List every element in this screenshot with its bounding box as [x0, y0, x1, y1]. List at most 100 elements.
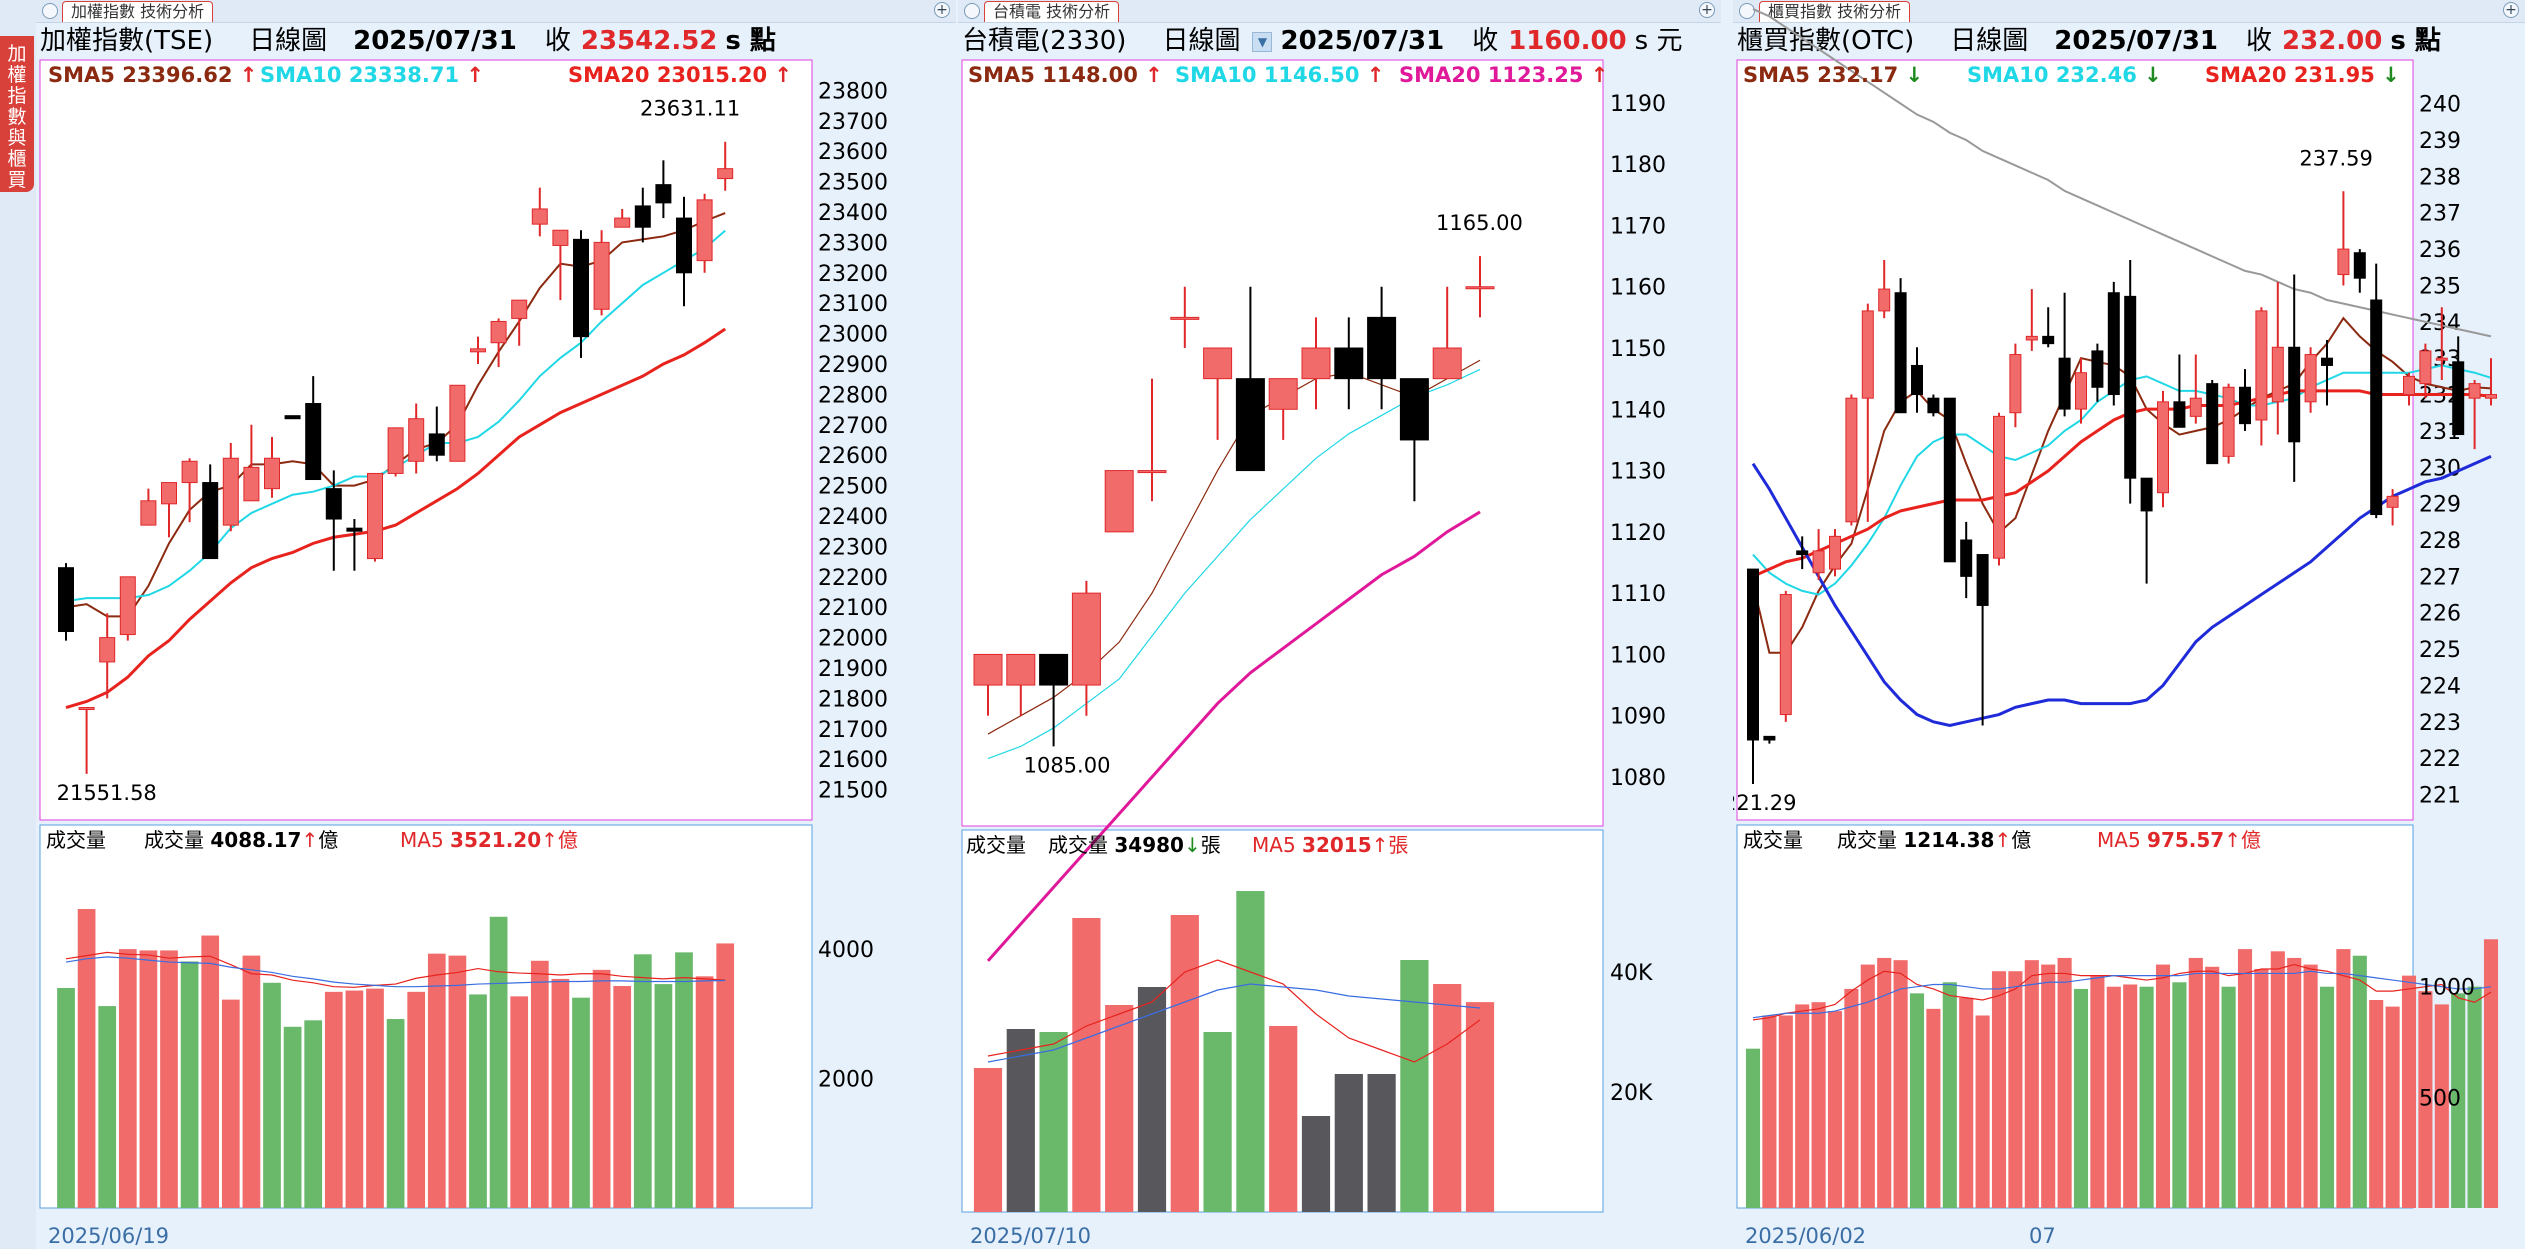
volume-bar — [139, 950, 158, 1208]
volume-legend: 成交量 成交量 4088.17↑億 MA5 3521.20↑億 — [46, 828, 578, 852]
chart-type-label[interactable]: 日線圖 — [1950, 26, 2029, 56]
y-tick-label: 23700 — [818, 110, 888, 135]
unit-label: s 點 — [2390, 26, 2441, 56]
candle-body — [2124, 295, 2137, 479]
volume-bar — [386, 1019, 405, 1208]
tab-otc-technical[interactable]: 櫃買指數 技術分析 — [1759, 1, 1911, 22]
y-tick-label: 240 — [2419, 93, 2461, 118]
volume-ma-unit: 億 — [558, 828, 578, 852]
sma-legend-sma20: SMA20 231.95 ↓ — [2205, 63, 2400, 87]
candle-body — [1878, 288, 1891, 312]
candle-body — [284, 415, 301, 420]
chart-otc[interactable]: 2212222232242252262272282292302312322332… — [1733, 0, 2525, 1249]
y-tick-label: 222 — [2419, 747, 2461, 772]
y-tick-label: 1080 — [1610, 766, 1666, 791]
arrow-up-icon: ↑ — [1994, 828, 2011, 852]
y-tick-label: 238 — [2419, 165, 2461, 190]
y-tick-label: 237 — [2419, 202, 2461, 227]
close-label: 收 — [1472, 26, 1499, 56]
volume-bar — [510, 996, 529, 1208]
sma-label: SMA5 — [968, 63, 1042, 87]
y-tick-label: 1100 — [1610, 643, 1666, 668]
sma-label: SMA20 — [1399, 63, 1488, 87]
volume-bar — [1367, 1074, 1396, 1212]
y-tick-label: 235 — [2419, 274, 2461, 299]
symbol-name[interactable]: 台積電(2330) — [962, 26, 1127, 56]
candle-body — [1465, 286, 1495, 290]
candle-body — [1845, 397, 1858, 523]
tab-tse-technical[interactable]: 加權指數 技術分析 — [62, 1, 214, 22]
volume-value: 成交量 4088.17↑億 — [144, 828, 338, 852]
volume-bar — [1795, 1004, 1810, 1208]
low-label: 221.29 — [1733, 791, 1796, 815]
candle-body — [99, 637, 116, 663]
candle-body — [1203, 347, 1233, 380]
candle-body — [696, 199, 713, 262]
calendar-icon[interactable]: ▼ — [1252, 31, 1273, 52]
dropdown-icon[interactable] — [42, 3, 58, 19]
y-tick-label: 21500 — [818, 779, 888, 804]
y-tick-label: 22600 — [818, 444, 888, 469]
volume-bar — [242, 955, 261, 1208]
symbol-name[interactable]: 櫃買指數(OTC) — [1737, 26, 1915, 56]
candle-body — [222, 457, 239, 526]
arrow-down-icon: ↓ — [1184, 833, 1201, 857]
chart-type-label[interactable]: 日線圖 — [249, 26, 328, 56]
volume-title: 成交量 — [1743, 828, 1803, 852]
sma-label: SMA5 — [48, 63, 122, 87]
close-label: 收 — [2246, 26, 2273, 56]
volume-ma-label: MA5 — [1252, 833, 1302, 857]
candle-body — [511, 299, 528, 319]
y-tick-label: 229 — [2419, 493, 2461, 518]
chart-type-label[interactable]: 日線圖 — [1162, 26, 1241, 56]
y-tick-label: 224 — [2419, 674, 2461, 699]
candle-body — [119, 576, 136, 636]
tab-strip: 櫃買指數 技術分析 + — [1733, 0, 2525, 23]
volume-bar — [1959, 997, 1974, 1208]
candle-body — [181, 460, 198, 484]
series-line-sma20 — [65, 327, 727, 709]
candle-body — [428, 433, 445, 456]
dropdown-icon[interactable] — [1739, 3, 1755, 19]
volume-ma-value: 32015 — [1302, 833, 1372, 857]
volume-bars — [57, 909, 735, 1208]
candle-body — [2403, 375, 2415, 396]
tab-tsmc-technical[interactable]: 台積電 技術分析 — [984, 1, 1120, 22]
y-tick-label: 23100 — [818, 292, 888, 317]
candle-body — [1960, 539, 1973, 577]
date-label: 2025/07/31 — [2054, 26, 2218, 56]
candle-body — [573, 238, 589, 338]
y-tick-label: 21800 — [818, 687, 888, 712]
volume-ma10-line — [65, 956, 726, 988]
volume-bar — [551, 978, 570, 1208]
volume-bar — [1006, 1029, 1035, 1212]
candle-body — [2058, 357, 2071, 410]
volume-value: 成交量 34980↓張 — [1048, 833, 1221, 857]
sma-value: 23015.20 — [657, 63, 767, 87]
volume-bar — [2155, 964, 2171, 1208]
candle-body — [1927, 397, 1940, 414]
chart-tsmc[interactable]: 1080 1090 1100 1110 1120 1130 1140 1150 1160 1170… — [958, 0, 1721, 1249]
y-tick-label: 22800 — [818, 383, 888, 408]
volume-ma-value: 975.57 — [2147, 828, 2224, 852]
volume-bar — [1745, 1048, 1761, 1208]
add-panel-icon[interactable]: + — [1699, 2, 1715, 18]
chart-tse[interactable]: 21500 21600 21700 21800 21900 22000 22100 22200… — [36, 0, 956, 1249]
volume-y-tick-label: 40K — [1610, 961, 1653, 986]
volume-y-tick-label: 20K — [1610, 1081, 1653, 1106]
add-panel-icon[interactable]: + — [2503, 2, 2519, 18]
y-tick-label: 1140 — [1610, 398, 1666, 423]
volume-value-label: 成交量 — [1837, 828, 1903, 852]
volume-bar — [2090, 975, 2105, 1208]
add-panel-icon[interactable]: + — [934, 2, 950, 18]
side-tab-tse-otc[interactable]: 加權指數與櫃買 — [0, 36, 34, 192]
candle-body — [2025, 335, 2038, 341]
candle-body — [1071, 592, 1101, 686]
candle-body — [264, 457, 280, 490]
symbol-name[interactable]: 加權指數(TSE) — [40, 26, 214, 56]
volume-bar — [530, 960, 549, 1208]
candle-body — [593, 241, 610, 310]
volume-bar — [633, 954, 652, 1208]
dropdown-icon[interactable] — [964, 3, 980, 19]
panel-header: 加權指數(TSE) 日線圖 2025/07/31 收 23542.52 s 點 — [40, 24, 776, 58]
